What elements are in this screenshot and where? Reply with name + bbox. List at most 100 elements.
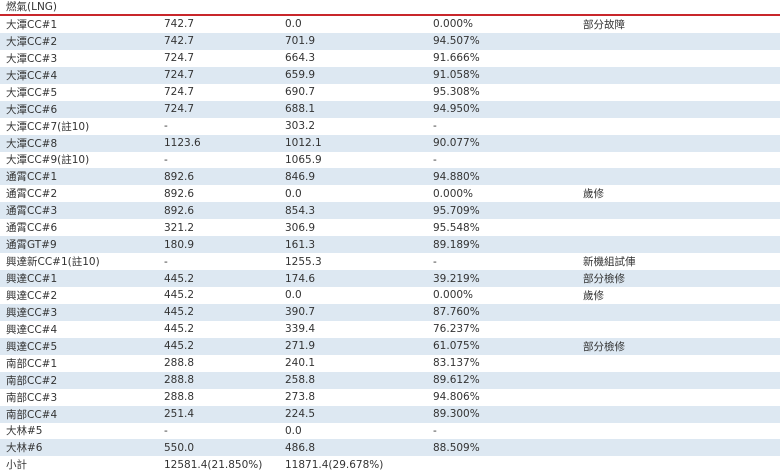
table-row: 通霄CC#3 892.6 854.3 95.709% — [0, 202, 780, 220]
table-row: 大潭CC#2 742.7 701.9 94.507% — [0, 32, 780, 50]
ratio-cell: - — [433, 117, 583, 135]
capacity-cell: 550.0 — [124, 439, 285, 457]
capacity-cell: 288.8 — [124, 371, 285, 389]
table-row: 通霄CC#2 892.6 0.0 0.000% 歲修 — [0, 185, 780, 203]
table-row: 興達CC#5 445.2 271.9 61.075% 部分檢修 — [0, 337, 780, 355]
ratio-cell: 89.300% — [433, 405, 583, 423]
net-output-cell: 390.7 — [285, 303, 433, 321]
capacity-cell: 724.7 — [124, 66, 285, 84]
unit-name-cell: 大潭CC#2 — [0, 32, 124, 50]
ratio-cell: 88.509% — [433, 439, 583, 457]
unit-name-cell: 南部CC#1 — [0, 354, 124, 372]
note-cell — [583, 303, 780, 321]
ratio-cell: 95.548% — [433, 219, 583, 237]
unit-name-cell: 通霄CC#1 — [0, 168, 124, 186]
table-row: 興達CC#2 445.2 0.0 0.000% 歲修 — [0, 287, 780, 304]
table-body: 大潭CC#1 742.7 0.0 0.000% 部分故障 大潭CC#2 742.7 701.9… — [0, 16, 780, 472]
capacity-cell: - — [124, 151, 285, 169]
unit-name-cell: 南部CC#4 — [0, 405, 124, 423]
net-output-cell: 258.8 — [285, 371, 433, 389]
table-row: 興達CC#1 445.2 174.6 39.219% 部分檢修 — [0, 270, 780, 287]
table-row: 大林#5-0.0- — [0, 422, 780, 440]
capacity-cell: 445.2 — [124, 287, 285, 304]
note-cell: 新機組試俥 — [583, 253, 780, 271]
net-output-cell: 0.0 — [285, 422, 433, 440]
capacity-cell: 288.8 — [124, 388, 285, 406]
ratio-cell: 95.709% — [433, 202, 583, 220]
net-output-cell: 271.9 — [285, 337, 433, 355]
note-cell — [583, 134, 780, 152]
note-cell — [583, 49, 780, 67]
net-output-cell: 1255.3 — [285, 253, 433, 271]
subtotal-note — [583, 456, 780, 472]
table-row: 興達CC#3 445.2 390.7 87.760% — [0, 303, 780, 321]
capacity-cell: 742.7 — [124, 16, 285, 33]
unit-name-cell: 通霄CC#3 — [0, 202, 124, 220]
unit-name-cell: 興達CC#1 — [0, 270, 124, 287]
ratio-cell: 94.880% — [433, 168, 583, 186]
capacity-cell: 724.7 — [124, 83, 285, 101]
table-row: 南部CC#4 251.4 224.5 89.300% — [0, 405, 780, 423]
net-output-cell: 690.7 — [285, 83, 433, 101]
note-cell — [583, 354, 780, 372]
subtotal-row: 小計 12581.4(21.850%) 11871.4(29.678%) — [0, 456, 780, 472]
note-cell: 歲修 — [583, 185, 780, 203]
unit-name-cell: 大潭CC#6 — [0, 100, 124, 118]
section-header: 燃氣(LNG) — [0, 0, 780, 16]
table-row: 大潭CC#8 1123.6 1012.1 90.077% — [0, 134, 780, 152]
capacity-cell: 445.2 — [124, 270, 285, 287]
unit-name-cell: 大潭CC#8 — [0, 134, 124, 152]
net-output-cell: 1065.9 — [285, 151, 433, 169]
table-row: 通霄GT#9 180.9 161.3 89.189% — [0, 236, 780, 254]
net-output-cell: 224.5 — [285, 405, 433, 423]
unit-name-cell: 興達CC#4 — [0, 320, 124, 338]
note-cell — [583, 117, 780, 135]
note-cell — [583, 83, 780, 101]
table-row: 大潭CC#6 724.7 688.1 94.950% — [0, 100, 780, 118]
capacity-cell: - — [124, 422, 285, 440]
ratio-cell: - — [433, 422, 583, 440]
net-output-cell: 303.2 — [285, 117, 433, 135]
net-output-cell: 273.8 — [285, 388, 433, 406]
note-cell — [583, 388, 780, 406]
ratio-cell: - — [433, 151, 583, 169]
unit-name-cell: 南部CC#3 — [0, 388, 124, 406]
note-cell — [583, 422, 780, 440]
note-cell: 歲修 — [583, 287, 780, 304]
net-output-cell: 339.4 — [285, 320, 433, 338]
section-title: 燃氣(LNG) — [0, 0, 780, 16]
capacity-cell: 180.9 — [124, 236, 285, 254]
note-cell: 部分檢修 — [583, 270, 780, 287]
unit-name-cell: 大潭CC#3 — [0, 49, 124, 67]
capacity-cell: - — [124, 117, 285, 135]
net-output-cell: 846.9 — [285, 168, 433, 186]
ratio-cell: 87.760% — [433, 303, 583, 321]
net-output-cell: 1012.1 — [285, 134, 433, 152]
subtotal-capacity: 12581.4(21.850%) — [124, 456, 285, 472]
unit-name-cell: 興達CC#2 — [0, 287, 124, 304]
note-cell — [583, 151, 780, 169]
capacity-cell: 724.7 — [124, 49, 285, 67]
capacity-cell: 892.6 — [124, 202, 285, 220]
net-output-cell: 161.3 — [285, 236, 433, 254]
ratio-cell: 61.075% — [433, 337, 583, 355]
capacity-cell: 321.2 — [124, 219, 285, 237]
ratio-cell: 90.077% — [433, 134, 583, 152]
note-cell — [583, 100, 780, 118]
table-row: 通霄CC#1 892.6 846.9 94.880% — [0, 168, 780, 186]
ratio-cell: 39.219% — [433, 270, 583, 287]
net-output-cell: 306.9 — [285, 219, 433, 237]
unit-name-cell: 興達CC#3 — [0, 303, 124, 321]
capacity-cell: 892.6 — [124, 168, 285, 186]
ratio-cell: 0.000% — [433, 287, 583, 304]
note-cell: 部分故障 — [583, 16, 780, 33]
net-output-cell: 659.9 — [285, 66, 433, 84]
table-row: 大林#6 550.0 486.8 88.509% — [0, 439, 780, 457]
capacity-cell: 251.4 — [124, 405, 285, 423]
net-output-cell: 701.9 — [285, 32, 433, 50]
table-row: 大潭CC#3 724.7 664.3 91.666% — [0, 49, 780, 67]
note-cell — [583, 236, 780, 254]
subtotal-ratio — [433, 456, 583, 472]
net-output-cell: 174.6 — [285, 270, 433, 287]
note-cell — [583, 32, 780, 50]
